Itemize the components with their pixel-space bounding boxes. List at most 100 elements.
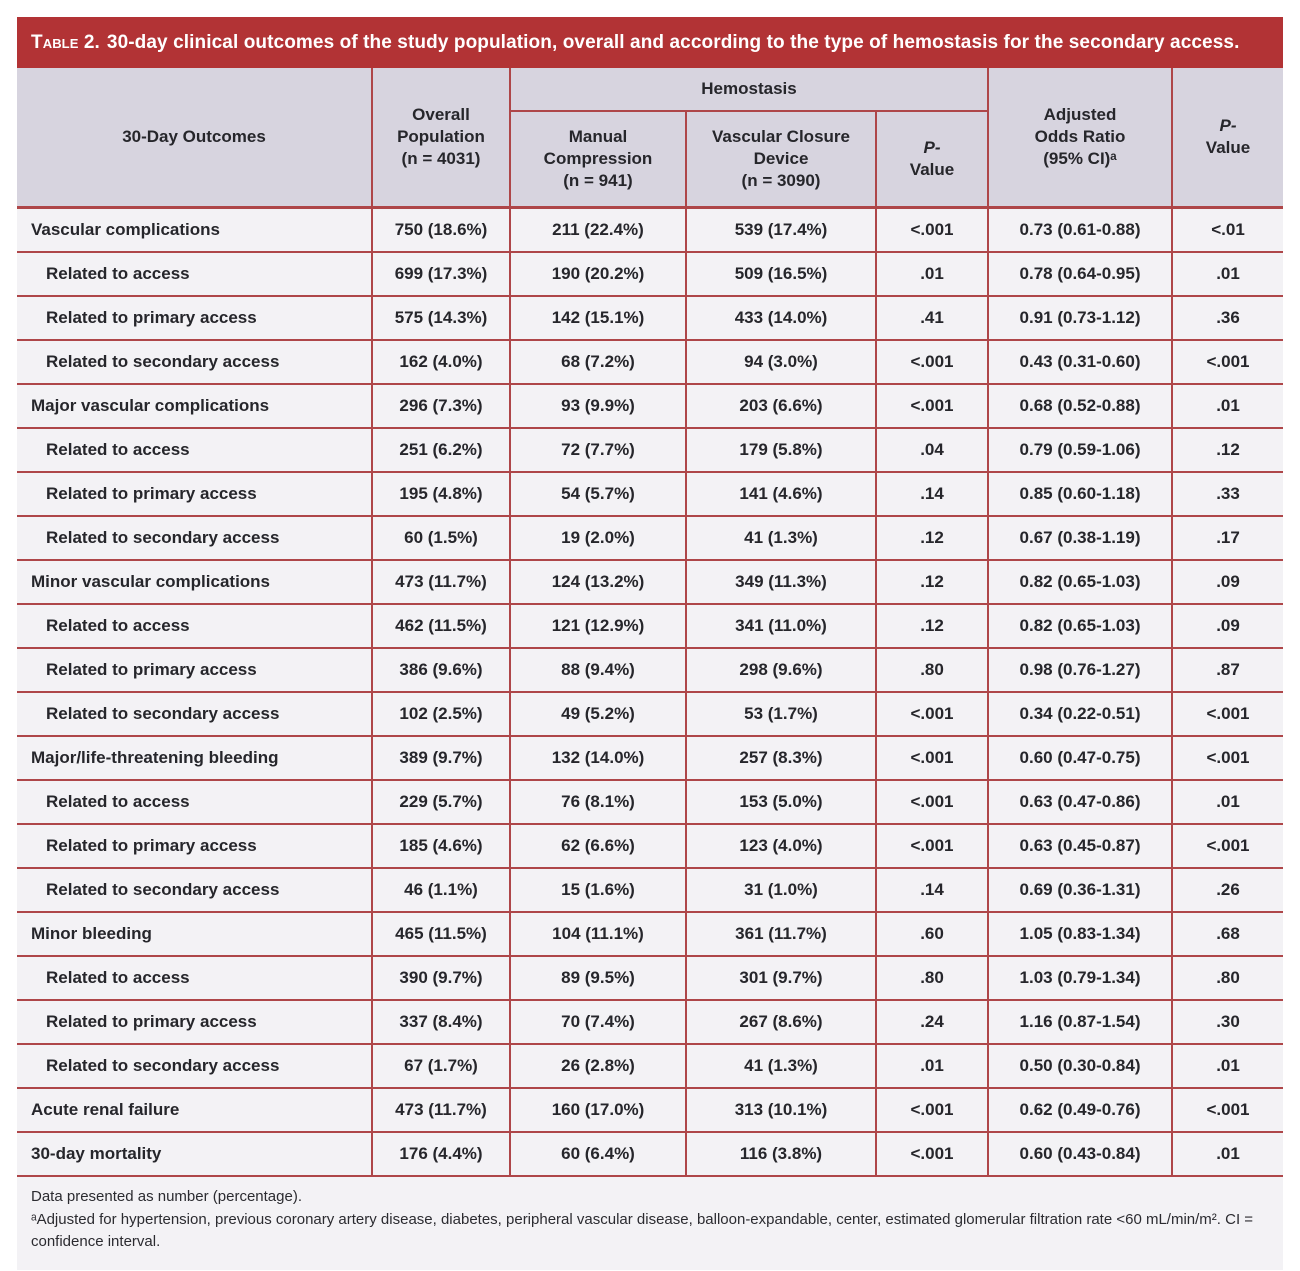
header-line: Population — [397, 126, 485, 146]
header-line: (n = 4031) — [401, 149, 481, 169]
p-value-hemostasis: <.001 — [874, 1131, 990, 1177]
vcd-value: 123 (4.0%) — [685, 823, 877, 869]
p-value-adjusted: .12 — [1171, 427, 1285, 473]
header-line: Adjusted — [1043, 104, 1117, 124]
col-header-outcomes: 30-Day Outcomes — [16, 67, 373, 209]
overall-value: 176 (4.4%) — [371, 1131, 511, 1177]
p-value-adjusted: .80 — [1171, 955, 1285, 1001]
header-line: Overall — [412, 104, 470, 124]
outcome-label: Related to primary access — [16, 471, 373, 517]
vcd-value: 349 (11.3%) — [685, 559, 877, 605]
p-value-hemostasis: .24 — [874, 999, 990, 1045]
p-value-hemostasis: <.001 — [874, 823, 990, 869]
table-row: Related to access 229 (5.7%) 76 (8.1%) 153 … — [16, 779, 1285, 825]
adjusted-odds-ratio: 0.79 (0.59-1.06) — [987, 427, 1174, 473]
overall-value: 195 (4.8%) — [371, 471, 511, 517]
manual-compression-value: 211 (22.4%) — [509, 206, 687, 253]
adjusted-odds-ratio: 1.05 (0.83-1.34) — [987, 911, 1174, 957]
outcome-label: Minor bleeding — [16, 911, 373, 957]
outcome-label: Acute renal failure — [16, 1087, 373, 1133]
p-value-adjusted: .26 — [1171, 867, 1285, 913]
col-header-hemostasis-group: Hemostasis — [508, 67, 990, 112]
p-value-adjusted: .87 — [1171, 647, 1285, 693]
manual-compression-value: 19 (2.0%) — [509, 515, 687, 561]
adjusted-odds-ratio: 0.68 (0.52-0.88) — [987, 383, 1174, 429]
vcd-value: 53 (1.7%) — [685, 691, 877, 737]
header-line: (n = 3090) — [741, 171, 821, 191]
footnote-data-note: Data presented as number (percentage). — [31, 1188, 302, 1205]
overall-value: 389 (9.7%) — [371, 735, 511, 781]
table-row: Minor vascular complications 473 (11.7%) 1… — [16, 559, 1285, 605]
p-value-adjusted: .33 — [1171, 471, 1285, 517]
adjusted-odds-ratio: 0.82 (0.65-1.03) — [987, 559, 1174, 605]
manual-compression-value: 72 (7.7%) — [509, 427, 687, 473]
table-row: Related to secondary access 162 (4.0%) 68 … — [16, 339, 1285, 385]
overall-value: 462 (11.5%) — [371, 603, 511, 649]
overall-value: 46 (1.1%) — [371, 867, 511, 913]
adjusted-odds-ratio: 0.91 (0.73-1.12) — [987, 295, 1174, 341]
vcd-value: 31 (1.0%) — [685, 867, 877, 913]
adjusted-odds-ratio: 0.85 (0.60-1.18) — [987, 471, 1174, 517]
outcome-label: Related to primary access — [16, 823, 373, 869]
adjusted-odds-ratio: 0.82 (0.65-1.03) — [987, 603, 1174, 649]
table-row: Related to secondary access 60 (1.5%) 19 (… — [16, 515, 1285, 561]
table-body: Vascular complications 750 (18.6%) 211 (22… — [16, 206, 1285, 1177]
overall-value: 229 (5.7%) — [371, 779, 511, 825]
header-line: Vascular Closure — [712, 126, 850, 146]
p-value-adjusted: <.001 — [1171, 823, 1285, 869]
vcd-value: 313 (10.1%) — [685, 1087, 877, 1133]
p-value-hemostasis: .80 — [874, 647, 990, 693]
table-number: Table 2. — [31, 31, 100, 53]
header-row-sub: Manual Compression (n = 941) Vascular Cl… — [17, 110, 1283, 209]
footnote-row: Data presented as number (percentage). ᵃ… — [15, 1175, 1285, 1271]
p-value-hemostasis: .01 — [874, 1043, 990, 1089]
outcome-label: Minor vascular complications — [16, 559, 373, 605]
overall-value: 699 (17.3%) — [371, 251, 511, 297]
p-value-hemostasis: <.001 — [874, 383, 990, 429]
adjusted-odds-ratio: 0.69 (0.36-1.31) — [987, 867, 1174, 913]
table-row: Related to primary access 185 (4.6%) 62 (6… — [16, 823, 1285, 869]
manual-compression-value: 89 (9.5%) — [509, 955, 687, 1001]
overall-value: 386 (9.6%) — [371, 647, 511, 693]
p-value-adjusted: <.001 — [1171, 339, 1285, 385]
manual-compression-value: 93 (9.9%) — [509, 383, 687, 429]
vcd-value: 203 (6.6%) — [685, 383, 877, 429]
p-value-hemostasis: .41 — [874, 295, 990, 341]
vcd-value: 267 (8.6%) — [685, 999, 877, 1045]
table-row: Related to access 390 (9.7%) 89 (9.5%) 301 … — [16, 955, 1285, 1001]
manual-compression-value: 104 (11.1%) — [509, 911, 687, 957]
manual-compression-value: 88 (9.4%) — [509, 647, 687, 693]
header-row-top: 30-Day Outcomes Overall Population (n = … — [16, 67, 1285, 209]
outcome-label: Major vascular complications — [16, 383, 373, 429]
overall-value: 102 (2.5%) — [371, 691, 511, 737]
p-label: P- — [923, 137, 941, 157]
p-value-adjusted: .36 — [1171, 295, 1285, 341]
p-value-hemostasis: <.001 — [874, 691, 990, 737]
overall-value: 473 (11.7%) — [371, 1087, 511, 1133]
outcome-label: Related to access — [16, 955, 373, 1001]
vcd-value: 41 (1.3%) — [685, 515, 877, 561]
header-line: Compression — [543, 148, 653, 168]
table-row: Related to access 251 (6.2%) 72 (7.7%) 179 … — [16, 427, 1285, 473]
adjusted-odds-ratio: 0.50 (0.30-0.84) — [987, 1043, 1174, 1089]
col-header-overall-population: Overall Population (n = 4031) — [371, 67, 511, 209]
outcome-label: Related to access — [16, 603, 373, 649]
p-value-adjusted: .68 — [1171, 911, 1285, 957]
outcome-label: Related to primary access — [16, 999, 373, 1045]
table-row: 30-day mortality 176 (4.4%) 60 (6.4%) 116 (… — [16, 1131, 1285, 1177]
manual-compression-value: 60 (6.4%) — [509, 1131, 687, 1177]
table-row: Major/life-threatening bleeding 389 (9.7%… — [16, 735, 1285, 781]
manual-compression-value: 49 (5.2%) — [509, 691, 687, 737]
vcd-value: 153 (5.0%) — [685, 779, 877, 825]
outcomes-table: 30-Day Outcomes Overall Population (n = … — [15, 67, 1285, 1271]
p-value-hemostasis: .14 — [874, 471, 990, 517]
vcd-value: 341 (11.0%) — [685, 603, 877, 649]
table-row: Vascular complications 750 (18.6%) 211 (22… — [16, 206, 1285, 253]
header-line: (95% CI)ᵃ — [1043, 149, 1117, 169]
p-value-hemostasis: .01 — [874, 251, 990, 297]
adjusted-odds-ratio: 0.60 (0.43-0.84) — [987, 1131, 1174, 1177]
p-value-hemostasis: .80 — [874, 955, 990, 1001]
adjusted-odds-ratio: 0.98 (0.76-1.27) — [987, 647, 1174, 693]
overall-value: 60 (1.5%) — [371, 515, 511, 561]
value-label: Value — [1205, 138, 1251, 157]
